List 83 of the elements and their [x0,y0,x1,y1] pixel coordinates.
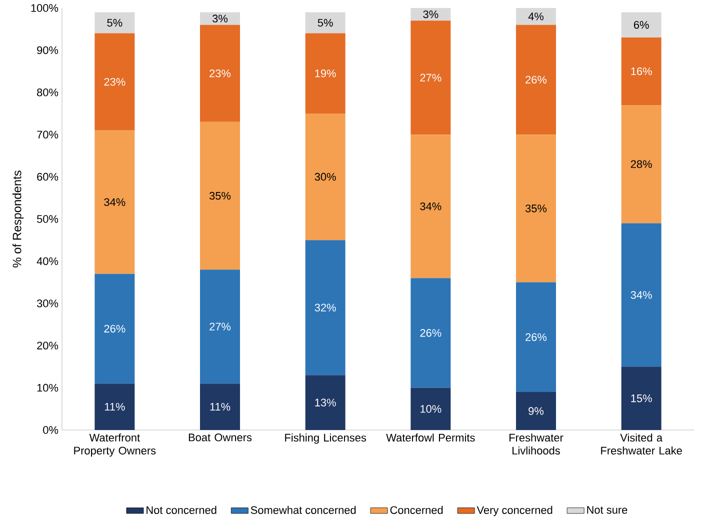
data-label: 16% [631,67,652,76]
bar [516,24,556,134]
bar [410,20,451,134]
bar [621,223,662,367]
bar [516,392,556,430]
data-label: 26% [420,328,442,337]
data-label: 9% [528,406,544,415]
y-tick-label: 80% [37,88,58,96]
bar [516,282,556,392]
y-tick-label: 40% [36,257,58,265]
data-label: 34% [630,290,652,299]
data-label: 11% [210,402,230,410]
y-tick-label: 20% [37,342,58,350]
bar [410,388,451,430]
legend-label: Concerned [390,506,443,514]
data-label: 26% [526,333,547,341]
x-tick-label: Fishing Licenses [285,433,366,444]
legend-label: Not sure [587,506,628,514]
data-label: 34% [420,202,442,210]
data-label: 26% [526,76,547,84]
data-label: 34% [104,198,126,206]
data-label: 23% [104,78,126,86]
data-label: 6% [634,20,649,29]
bar [410,134,451,278]
bar [516,134,556,282]
y-tick-label: 0% [43,426,58,434]
data-label: 13% [315,398,336,406]
bar [621,104,662,224]
bar [94,383,135,430]
y-tick-label: 70% [37,130,58,138]
x-tick-label: Waterfront Property Owners [74,433,156,456]
y-tick-label: 60% [37,172,58,181]
data-label: 11% [104,402,125,410]
bar [200,269,240,384]
data-label: 27% [210,322,231,330]
bar [410,278,451,388]
x-tick-label: Waterfowl Permits [386,433,475,442]
bar [94,12,135,34]
bar [94,33,135,130]
bar [410,8,451,20]
data-label: 23% [210,69,231,78]
bar [305,12,346,34]
bar [621,366,662,430]
legend-label: Somewhat concerned [250,506,356,514]
legend-label: Not concerned [146,506,216,514]
data-label: 30% [314,172,336,181]
x-tick-label: Freshwater Livlihoods [510,433,564,454]
data-label: 27% [420,74,442,82]
data-label: 3% [423,10,438,18]
bar [200,122,240,270]
bar [305,33,346,114]
data-label: 10% [420,404,442,413]
bar [200,12,240,25]
y-tick-label: 90% [37,46,58,54]
y-tick-label: 50% [36,214,58,223]
x-tick-label: Visited a Freshwater Lake [601,433,682,454]
data-label: 35% [525,204,547,212]
data-label: 32% [314,304,336,312]
bar [305,374,346,430]
data-label: 5% [107,18,122,26]
bar [94,130,135,274]
bar [305,113,346,240]
legend-label: Very concerned [476,506,552,516]
y-tick-label: 30% [36,299,58,308]
bar [621,12,662,38]
data-label: 26% [104,324,126,332]
bar [305,240,346,375]
bar [200,24,240,122]
data-label: 3% [212,14,228,22]
y-axis-title: % of Respondents [12,170,24,268]
bar [516,8,556,25]
data-label: 5% [318,18,333,26]
y-tick-label: 100% [31,4,58,12]
data-label: 19% [315,69,336,78]
bar [94,274,135,384]
x-tick-label: Boat Owners [188,433,252,442]
data-label: 28% [630,160,652,168]
data-label: 4% [528,12,544,20]
data-label: 15% [631,394,652,402]
y-tick-label: 10% [37,384,58,392]
data-label: 35% [209,192,231,200]
bar [621,37,662,105]
bar [200,383,240,430]
